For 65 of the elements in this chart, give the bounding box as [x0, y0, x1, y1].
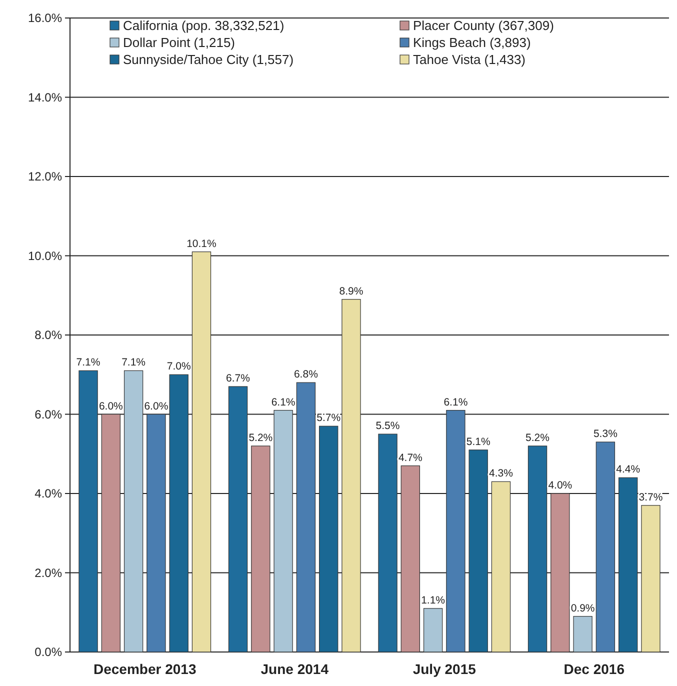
- bar: [596, 442, 616, 652]
- y-tick-label: 4.0%: [34, 486, 62, 501]
- data-label: 4.0%: [548, 480, 572, 492]
- x-tick-label: July 2015: [412, 661, 476, 677]
- data-label: 4.4%: [616, 464, 640, 476]
- data-label: 5.2%: [248, 432, 273, 444]
- bar: [342, 299, 361, 652]
- data-label: 6.0%: [98, 400, 123, 412]
- bar: [550, 493, 570, 652]
- data-label: 6.1%: [444, 396, 468, 408]
- bar: [228, 386, 248, 652]
- y-tick-label: 10.0%: [28, 248, 62, 263]
- data-label: 7.1%: [122, 356, 146, 369]
- bar: [101, 414, 120, 652]
- bar: [423, 608, 443, 652]
- x-tick-label: June 2014: [260, 661, 329, 677]
- data-label: 7.0%: [166, 360, 191, 373]
- data-label: 4.7%: [398, 452, 422, 464]
- bar: [491, 481, 511, 652]
- bar: [641, 505, 660, 652]
- data-label: 10.1%: [186, 238, 216, 250]
- legend-label: Sunnyside/Tahoe City (1,557): [123, 52, 294, 67]
- bar: [192, 251, 212, 652]
- bar: [146, 414, 166, 652]
- bar: [169, 374, 188, 652]
- data-label: 0.9%: [570, 602, 595, 614]
- bar: [319, 426, 338, 652]
- legend-label: Tahoe Vista (1,433): [413, 52, 526, 67]
- bar: [251, 446, 270, 652]
- data-label: 5.3%: [593, 428, 618, 440]
- data-label: 5.1%: [466, 436, 490, 448]
- data-label: 6.7%: [226, 372, 250, 385]
- bar: [400, 465, 420, 652]
- data-label: 5.5%: [376, 420, 400, 432]
- x-tick-label: Dec 2016: [564, 661, 625, 677]
- legend-label: Kings Beach (3,893): [413, 35, 531, 50]
- legend-label: Dollar Point (1,215): [123, 35, 235, 50]
- data-label: 7.1%: [76, 356, 100, 369]
- bar: [124, 370, 144, 652]
- data-label: 6.8%: [294, 368, 318, 381]
- data-label: 6.0%: [144, 400, 168, 412]
- legend-label: Placer County (367,309): [413, 18, 554, 33]
- data-label: 1.1%: [421, 594, 446, 606]
- y-tick-label: 2.0%: [34, 566, 62, 580]
- data-label: 8.9%: [339, 285, 364, 298]
- y-tick-label: 6.0%: [34, 407, 62, 422]
- y-tick-label: 8.0%: [34, 328, 62, 342]
- bar: [274, 410, 293, 652]
- bar: [296, 382, 316, 652]
- bar: [78, 370, 98, 652]
- bar: [446, 410, 466, 652]
- y-tick-label: 0.0%: [34, 645, 62, 660]
- bar: [378, 434, 398, 652]
- x-tick-label: December 2013: [94, 661, 196, 677]
- y-tick-label: 12.0%: [28, 170, 62, 184]
- data-label: 4.3%: [489, 468, 513, 480]
- bar: [528, 446, 548, 652]
- bar: [618, 477, 638, 652]
- y-tick-label: 14.0%: [28, 90, 62, 104]
- data-label: 6.1%: [271, 396, 296, 408]
- legend-label: California (pop. 38,332,521): [123, 18, 284, 33]
- bar: [573, 616, 592, 652]
- data-label: 5.2%: [526, 432, 550, 444]
- bar: [468, 450, 488, 652]
- y-tick-label: 16.0%: [28, 11, 62, 26]
